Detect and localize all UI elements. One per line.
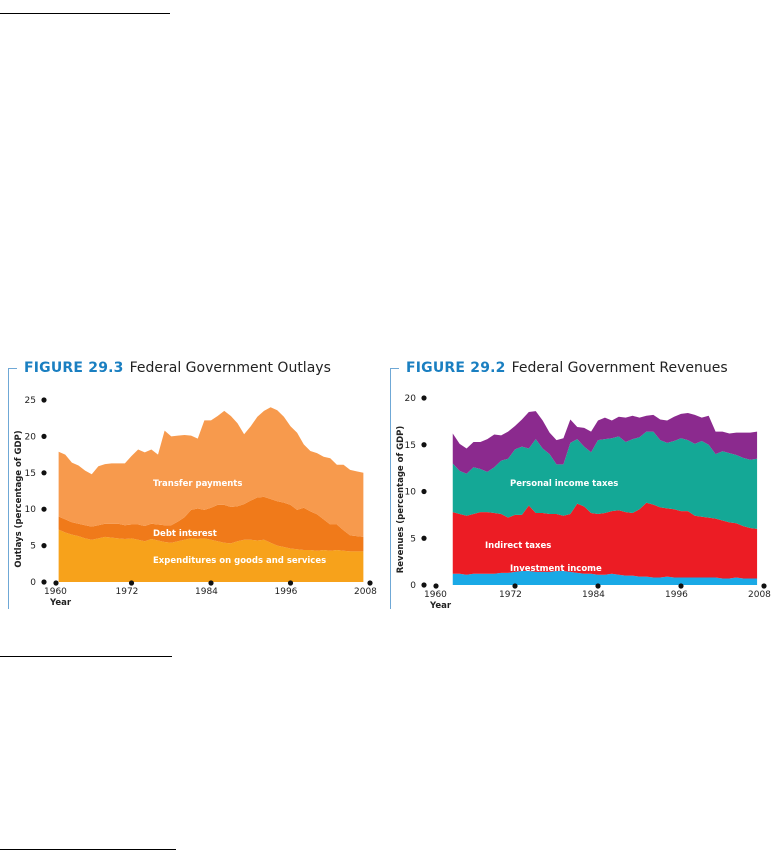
y-tick-label: 5 <box>30 542 36 552</box>
figure-frame <box>8 368 17 609</box>
y-tick-label: 15 <box>405 441 416 451</box>
figure-outlays: FIGURE 29.3 Federal Government Outlays Ex… <box>8 358 380 614</box>
series-label: Debt interest <box>153 529 217 539</box>
y-tick-dot <box>421 395 427 401</box>
figure-number: FIGURE 29.2 <box>406 360 506 376</box>
y-tick-dot <box>41 506 47 512</box>
y-tick-dot <box>41 397 47 403</box>
x-origin-dot <box>53 580 59 586</box>
x-origin-dot <box>433 583 439 589</box>
y-tick-label: 10 <box>25 505 37 515</box>
x-tick-label: 2008 <box>354 587 377 597</box>
x-tick-dot <box>128 580 135 586</box>
area-series-0 <box>58 529 364 582</box>
area-series-2 <box>58 407 364 537</box>
x-tick-dot <box>512 583 518 589</box>
x-tick-label: 1996 <box>275 587 298 597</box>
x-tick-label: 2008 <box>748 590 771 600</box>
y-axis-label: Outlays (percentage of GDP) <box>14 430 24 567</box>
area-series-0 <box>452 570 758 585</box>
y-tick-dot <box>41 470 47 476</box>
x-tick-label: 1972 <box>116 587 139 597</box>
x-tick-label: 1960 <box>44 587 67 597</box>
figure-number: FIGURE 29.3 <box>24 360 124 376</box>
y-tick-dot <box>421 442 427 448</box>
y-tick-label: 20 <box>405 394 417 404</box>
middle-rule <box>0 656 172 657</box>
y-tick-dot <box>41 433 47 439</box>
y-tick-label: 15 <box>25 469 36 479</box>
x-tick-dot <box>208 580 214 586</box>
x-tick-dot <box>678 583 684 589</box>
y-tick-label: 20 <box>25 432 37 442</box>
x-tick-dot <box>287 580 294 586</box>
series-label: Investment income <box>510 564 602 574</box>
y-tick-dot <box>41 543 47 549</box>
x-tick-dot <box>595 583 601 589</box>
y-tick-dot <box>41 579 47 585</box>
x-tick-label: 1960 <box>424 590 447 600</box>
y-tick-dot <box>421 582 427 588</box>
series-label: Personal income taxes <box>510 479 618 489</box>
x-tick-dot <box>367 580 373 586</box>
y-tick-label: 5 <box>410 534 416 544</box>
x-tick-label: 1972 <box>499 590 522 600</box>
y-tick-dot <box>421 488 427 495</box>
series-label: Corporate income taxes <box>512 397 626 407</box>
series-label: Indirect taxes <box>485 541 551 551</box>
x-tick-dot <box>761 583 767 589</box>
y-axis-label: Revenues (percentage of GDP) <box>396 426 406 574</box>
x-tick-label: 1996 <box>665 590 688 600</box>
figure-heading: FIGURE 29.2 Federal Government Revenues <box>406 358 728 378</box>
y-tick-label: 25 <box>25 396 36 406</box>
area-series-3 <box>452 411 758 474</box>
area-series-1 <box>58 496 364 552</box>
series-label: Expenditures on goods and services <box>153 556 326 566</box>
top-rule <box>0 13 170 14</box>
figure-frame <box>390 368 399 609</box>
x-axis-label: Year <box>49 598 72 608</box>
figure-title: Federal Government Outlays <box>129 360 331 376</box>
area-series-1 <box>452 502 758 579</box>
outlays-chart: Expenditures on goods and services Debt i… <box>14 396 377 608</box>
y-tick-label: 10 <box>405 488 417 498</box>
figure-revenues: FIGURE 29.2 Federal Government Revenues I… <box>390 358 778 614</box>
x-tick-label: 1984 <box>582 590 605 600</box>
area-series-2 <box>452 431 758 529</box>
x-axis-label: Year <box>429 601 452 611</box>
x-tick-label: 1984 <box>195 587 218 597</box>
y-tick-label: 0 <box>410 581 416 591</box>
y-tick-label: 0 <box>30 578 36 588</box>
bottom-rule <box>0 849 176 850</box>
series-label: Transfer payments <box>153 479 242 489</box>
figure-title: Federal Government Revenues <box>511 360 728 376</box>
y-tick-dot <box>421 535 427 541</box>
figure-heading: FIGURE 29.3 Federal Government Outlays <box>24 358 331 378</box>
revenues-chart: Investment income Indirect taxes Personal … <box>396 394 771 611</box>
